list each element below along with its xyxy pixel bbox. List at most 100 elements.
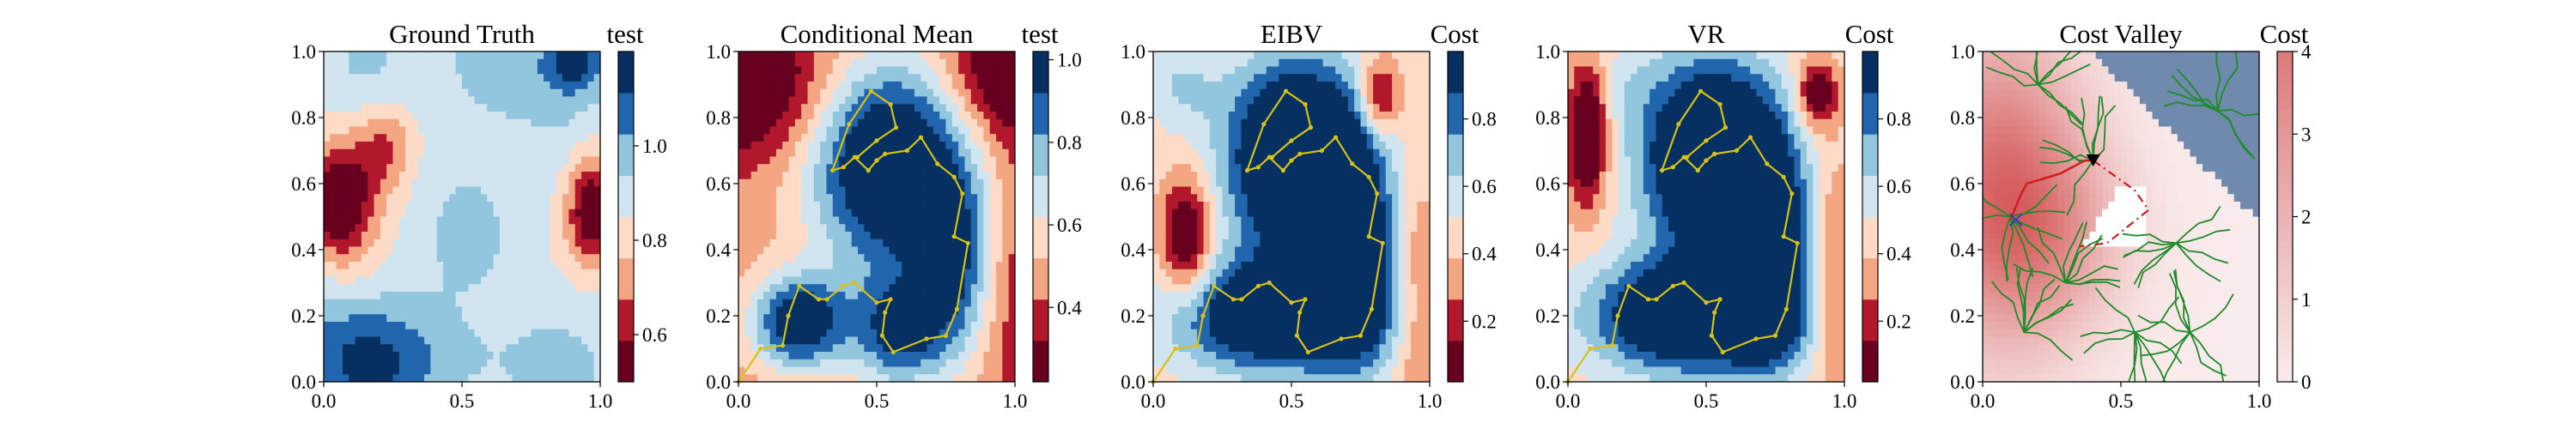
- heatmap-cells: [1153, 51, 1430, 382]
- survey-waypoint: [1659, 168, 1665, 173]
- y-tick-label: 0.0: [1121, 372, 1145, 393]
- x-tick-label: 0.0: [726, 390, 751, 412]
- rrt-branch: [2010, 210, 2066, 218]
- colorbar-segment: [2277, 59, 2293, 69]
- heatmap-cells: [324, 51, 600, 382]
- survey-waypoint: [1230, 297, 1236, 302]
- y-tick-label: 0.8: [291, 107, 316, 129]
- colorbar-frame: [617, 51, 635, 383]
- rrt-branch: [2064, 238, 2104, 283]
- panel-vr: VR Cost: [1687, 19, 1893, 49]
- survey-waypoint: [841, 283, 847, 288]
- rrt-branch: [2009, 215, 2063, 240]
- planned-route: [2079, 160, 2150, 248]
- rrt-branch: [2176, 228, 2231, 245]
- survey-waypoint: [1380, 240, 1385, 245]
- rrt-branch: [2137, 314, 2190, 334]
- colorbar-segment: [2277, 340, 2293, 350]
- panel-title: EIBV: [1261, 19, 1323, 49]
- colorbar-segment: [2277, 348, 2293, 358]
- survey-waypoint: [1319, 148, 1324, 154]
- colorbar-tick-label: 0.2: [1472, 311, 1497, 332]
- colorbar-segment: [1033, 93, 1048, 135]
- colorbar-segment: [2277, 365, 2293, 374]
- survey-waypoint: [1244, 168, 1250, 173]
- colorbar-tick-label: 0.6: [642, 324, 667, 346]
- survey-waypoint: [780, 343, 786, 348]
- survey-waypoint: [847, 122, 852, 127]
- colorbar-segment: [1862, 216, 1878, 259]
- colorbar-segment: [2277, 332, 2293, 341]
- colorbar-segment: [2277, 184, 2293, 193]
- survey-waypoint: [1704, 158, 1709, 163]
- colorbar-segment: [1033, 340, 1048, 383]
- rrt-branch: [2215, 51, 2221, 112]
- survey-waypoint: [1284, 88, 1289, 94]
- colorbar-segment: [2277, 166, 2293, 176]
- colorbar-segment: [1862, 299, 1878, 341]
- y-tick-label: 0.6: [1535, 173, 1560, 195]
- colorbar-title: Cost: [1431, 19, 1479, 49]
- survey-waypoint: [1297, 151, 1303, 156]
- colorbar-segment: [2277, 208, 2293, 218]
- rrt-branch: [2217, 108, 2259, 117]
- rrt-branch: [2037, 51, 2073, 86]
- survey-waypoint: [879, 333, 884, 338]
- plot-5: 0.0 0.5 1.0 0.0 0.2 0.4 0.6 0.8 1.0 0 1 2 3 4: [1950, 41, 2312, 412]
- rrt-branch: [2064, 106, 2094, 161]
- survey-waypoint: [1173, 346, 1178, 352]
- y-tick-label: 0.4: [291, 239, 316, 261]
- colorbar-title: Cost: [1845, 19, 1894, 49]
- survey-waypoint: [874, 300, 879, 305]
- colorbar-segment: [2277, 291, 2293, 300]
- survey-waypoint: [918, 135, 924, 140]
- survey-waypoint: [1303, 102, 1308, 107]
- survey-waypoint: [1712, 310, 1717, 315]
- y-tick-label: 1.0: [1950, 41, 1975, 63]
- colorbar-segment: [2277, 357, 2293, 366]
- rrt-branch: [2037, 51, 2082, 86]
- survey-waypoint: [1289, 138, 1294, 143]
- rrt-branch: [2064, 221, 2087, 283]
- rrt-branch: [2009, 216, 2034, 277]
- rrt-branch: [2140, 331, 2191, 357]
- rrt-branch: [2066, 160, 2094, 216]
- rrt-branch: [2166, 90, 2219, 112]
- panel-eibv: EIBV Cost: [1261, 19, 1479, 49]
- rrt-branch: [2189, 331, 2227, 377]
- survey-waypoint: [869, 88, 874, 94]
- y-tick-label: 0.0: [291, 372, 316, 393]
- colorbar-segment: [2277, 216, 2293, 226]
- y-tick-label: 0.0: [706, 372, 731, 393]
- rrt-branch: [2023, 303, 2075, 334]
- colorbar-segment: [618, 93, 634, 135]
- colorbar-segment: [2277, 307, 2293, 317]
- survey-waypoint: [874, 138, 879, 143]
- colorbar: 0 1 2 3 4: [2276, 41, 2312, 393]
- survey-waypoint: [1717, 102, 1722, 107]
- rrt-branch: [2023, 278, 2056, 333]
- colorbar-segment: [2277, 233, 2293, 242]
- colorbar-tick-label: 0.6: [1886, 176, 1911, 197]
- colorbar-segment: [2277, 100, 2293, 110]
- survey-waypoint: [1297, 310, 1303, 315]
- survey-waypoint: [1645, 297, 1650, 302]
- colorbar-segment: [2277, 125, 2293, 135]
- survey-waypoint: [1255, 283, 1261, 288]
- survey-waypoint: [1280, 168, 1285, 173]
- survey-waypoint: [816, 297, 822, 302]
- y-tick-label: 1.0: [1535, 41, 1560, 63]
- colorbar-title: test: [1021, 19, 1058, 49]
- colorbar-segment: [618, 134, 634, 176]
- colorbar-segment: [2277, 191, 2293, 201]
- survey-waypoint: [1200, 313, 1206, 318]
- rrt-branch: [2024, 331, 2074, 361]
- survey-waypoint: [1698, 88, 1704, 94]
- colorbar-segment: [1033, 257, 1048, 300]
- x-tick-label: 0.0: [312, 390, 337, 412]
- colorbar-segment: [1862, 257, 1878, 300]
- colorbar-segment: [2277, 200, 2293, 209]
- rrt-branch: [2062, 222, 2084, 283]
- y-tick-label: 1.0: [706, 41, 731, 63]
